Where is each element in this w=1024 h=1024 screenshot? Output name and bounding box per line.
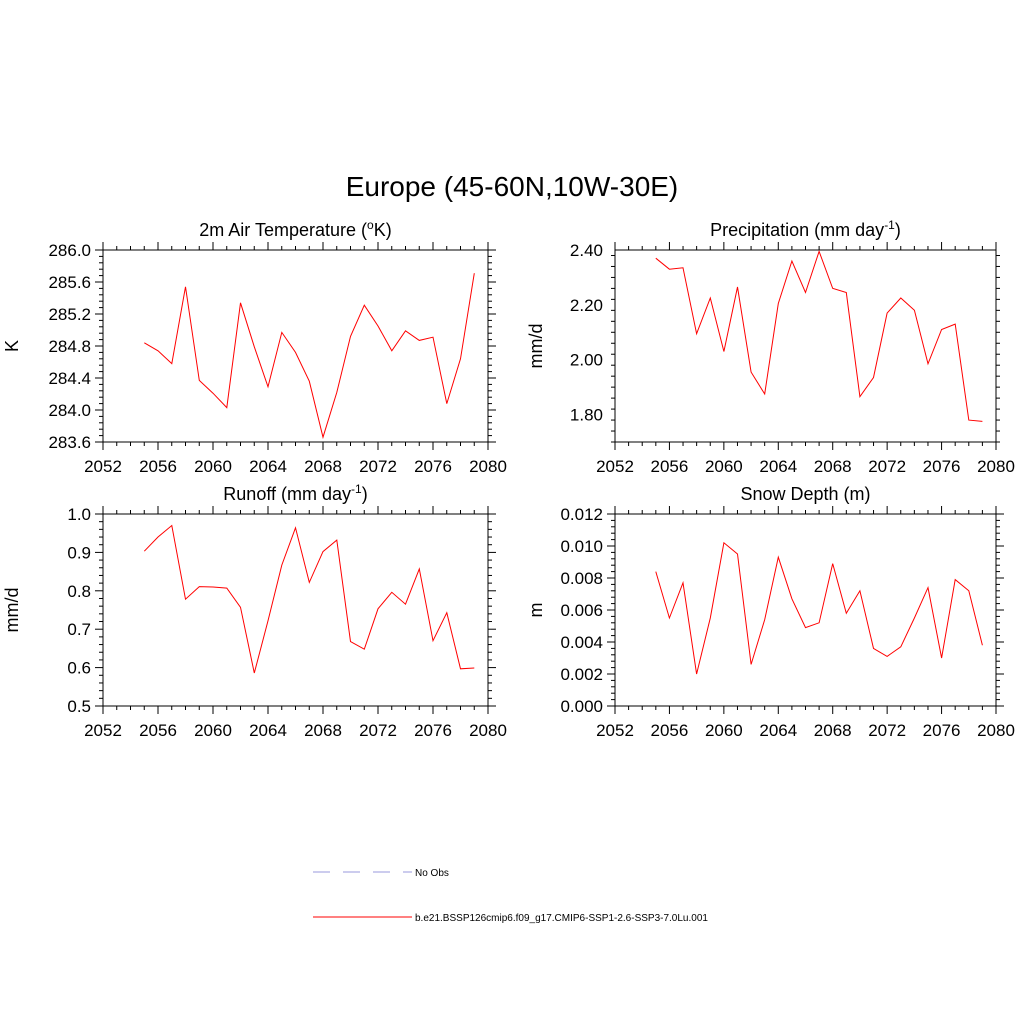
x-tick-label: 2052: [596, 457, 634, 476]
x-tick-label: 2052: [596, 721, 634, 740]
panel-title: 2m Air Temperature (oK): [199, 218, 391, 240]
x-tick-label: 2060: [194, 457, 232, 476]
y-tick-label: 2.20: [570, 296, 603, 315]
x-tick-label: 2064: [249, 457, 287, 476]
panels: 2m Air Temperature (oK) 2052 2056 2060 2064 2…: [2, 218, 1015, 740]
y-tick-label: 0.010: [560, 537, 603, 556]
y-tick-label: 0.002: [560, 665, 603, 684]
y-tick-label: 284.8: [48, 337, 91, 356]
x-tick-label: 2052: [84, 721, 122, 740]
y-tick-label: 284.4: [48, 369, 91, 388]
x-tick-label: 2060: [705, 457, 743, 476]
y-tick-label: 283.6: [48, 433, 91, 452]
x-tick-label: 2068: [814, 721, 852, 740]
x-tick-label: 2056: [651, 721, 689, 740]
x-tick-label: 2056: [139, 457, 177, 476]
panel-title: Precipitation (mm day-1): [710, 218, 901, 240]
x-tick-label: 2064: [249, 721, 287, 740]
panel-2: Precipitation (mm day-1) 2052 2056 2060 2064…: [526, 218, 1015, 476]
y-tick-label: 0.006: [560, 601, 603, 620]
y-tick-label: 0.9: [67, 543, 91, 562]
y-tick-label: 285.2: [48, 305, 91, 324]
y-tick-label: 2.00: [570, 351, 603, 370]
legend: No Obs b.e21.BSSP126cmip6.f09_g17.CMIP6-S…: [313, 868, 708, 924]
series-line: [144, 273, 475, 440]
x-tick-label: 2064: [759, 457, 797, 476]
panel-4: Snow Depth (m) 2052 2056 2060 2064 2068 2072 20…: [526, 484, 1015, 740]
figure-title: Europe (45-60N,10W-30E): [346, 171, 679, 202]
x-tick-label: 2080: [469, 457, 507, 476]
y-tick-label: 0.004: [560, 633, 603, 652]
y-tick-label: 0.7: [67, 620, 91, 639]
y-tick-label: 0.008: [560, 569, 603, 588]
x-tick-label: 2076: [414, 721, 452, 740]
y-tick-label: 0.5: [67, 697, 91, 716]
y-tick-label: 285.6: [48, 273, 91, 292]
y-tick-label: 0.6: [67, 659, 91, 678]
x-tick-label: 2064: [759, 721, 797, 740]
x-tick-label: 2072: [868, 457, 906, 476]
y-axis-label: mm/d: [526, 324, 546, 369]
y-axis-label: m: [526, 603, 546, 618]
y-tick-label: 0.8: [67, 582, 91, 601]
x-tick-label: 2076: [414, 457, 452, 476]
x-tick-label: 2080: [469, 721, 507, 740]
x-tick-label: 2072: [868, 721, 906, 740]
y-tick-label: 0.000: [560, 697, 603, 716]
y-tick-label: 284.0: [48, 401, 91, 420]
panel-1: 2m Air Temperature (oK) 2052 2056 2060 2064 2…: [2, 218, 507, 476]
legend-label: No Obs: [415, 868, 449, 879]
y-tick-label: 1.80: [570, 406, 603, 425]
y-axis-label: K: [2, 340, 22, 352]
x-tick-label: 2072: [359, 457, 397, 476]
x-tick-label: 2080: [977, 721, 1015, 740]
y-tick-label: 0.012: [560, 505, 603, 524]
x-tick-label: 2060: [194, 721, 232, 740]
series-line: [655, 541, 983, 675]
y-axis-label: mm/d: [2, 588, 22, 633]
x-tick-label: 2068: [304, 457, 342, 476]
x-tick-label: 2052: [84, 457, 122, 476]
y-tick-label: 2.40: [570, 241, 603, 260]
series-line: [655, 249, 983, 422]
x-tick-label: 2080: [977, 457, 1015, 476]
panel-3: Runoff (mm day-1) 2052 2056 2060 2064 2068 207…: [2, 482, 507, 740]
x-tick-label: 2068: [814, 457, 852, 476]
legend-label: b.e21.BSSP126cmip6.f09_g17.CMIP6-SSP1-2.…: [415, 913, 708, 924]
x-tick-label: 2060: [705, 721, 743, 740]
y-tick-label: 1.0: [67, 505, 91, 524]
series-line: [143, 524, 475, 674]
x-tick-label: 2072: [359, 721, 397, 740]
y-tick-label: 286.0: [48, 241, 91, 260]
x-tick-label: 2076: [923, 721, 961, 740]
x-tick-label: 2068: [304, 721, 342, 740]
x-tick-label: 2076: [923, 457, 961, 476]
x-tick-label: 2056: [651, 457, 689, 476]
x-tick-label: 2056: [139, 721, 177, 740]
panel-title: Runoff (mm day-1): [223, 482, 367, 504]
panel-title: Snow Depth (m): [740, 484, 870, 504]
